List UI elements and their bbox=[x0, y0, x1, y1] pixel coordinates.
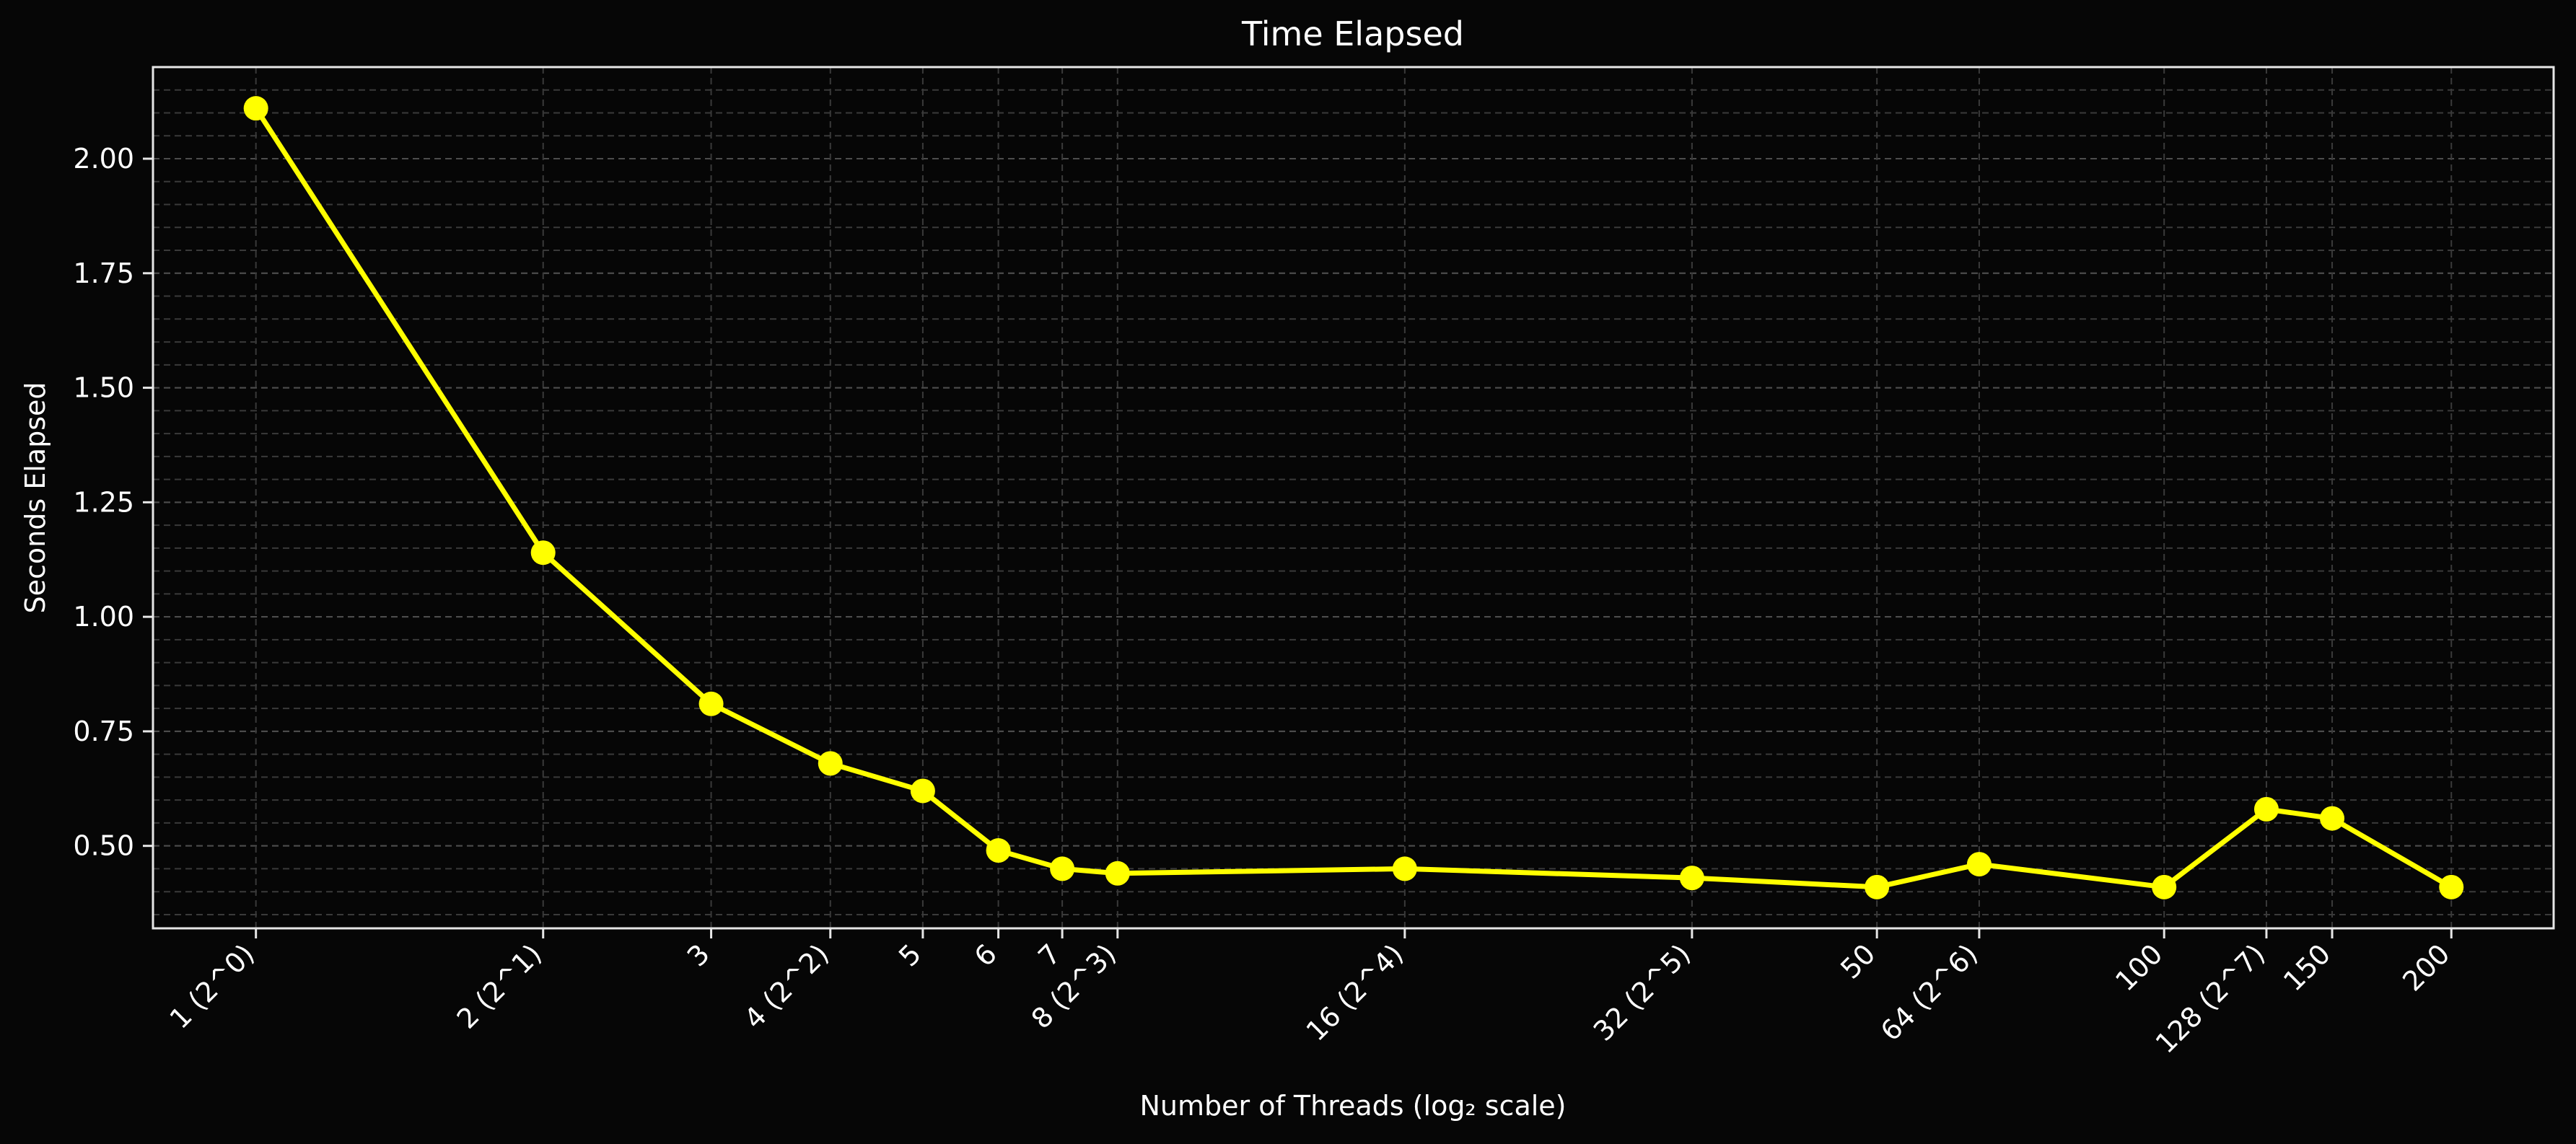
data-point bbox=[1966, 852, 1992, 877]
y-axis-label: Seconds Elapsed bbox=[19, 382, 51, 614]
y-tick-label: 0.50 bbox=[73, 830, 134, 862]
data-point bbox=[910, 778, 935, 804]
x-axis-label: Number of Threads (log₂ scale) bbox=[1140, 1090, 1567, 1122]
data-point bbox=[1050, 856, 1075, 881]
data-point bbox=[986, 838, 1011, 863]
y-tick-label: 1.50 bbox=[73, 372, 134, 404]
data-point bbox=[2320, 806, 2345, 831]
data-point bbox=[1679, 866, 1704, 891]
data-point bbox=[243, 96, 268, 121]
plot-frame bbox=[152, 66, 2555, 930]
data-point bbox=[2253, 796, 2279, 822]
data-point bbox=[2439, 874, 2464, 899]
y-tick-label: 2.00 bbox=[73, 143, 134, 175]
data-point bbox=[1865, 874, 1890, 899]
series-layer bbox=[243, 96, 2464, 899]
y-axis: 0.50 0.75 1.00 1.25 1.50 1.75 2.00 bbox=[73, 143, 153, 862]
series-line bbox=[253, 105, 2454, 890]
y-tick-label: 1.00 bbox=[73, 601, 134, 633]
data-point bbox=[698, 691, 724, 716]
data-point bbox=[1392, 856, 1417, 881]
chart-title: Time Elapsed bbox=[1241, 14, 1464, 53]
grid bbox=[153, 66, 2554, 928]
data-point bbox=[530, 540, 556, 566]
y-tick-label: 0.75 bbox=[73, 716, 134, 747]
data-point bbox=[1105, 861, 1130, 886]
y-tick-label: 1.25 bbox=[73, 486, 134, 518]
data-point bbox=[2152, 874, 2177, 899]
data-point bbox=[818, 751, 843, 776]
y-tick-label: 1.75 bbox=[73, 258, 134, 289]
